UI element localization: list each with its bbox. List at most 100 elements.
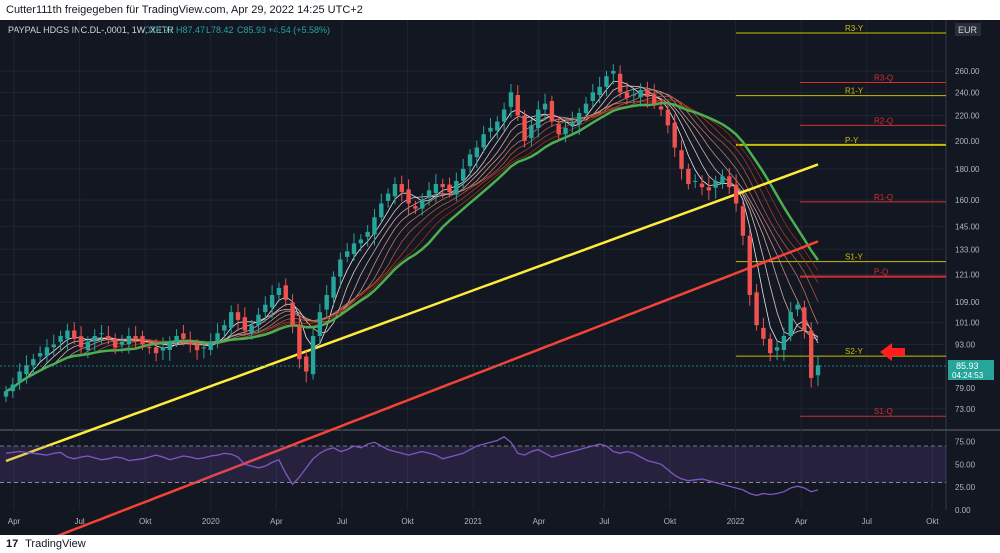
candle-body xyxy=(501,109,507,122)
candle-body xyxy=(153,347,159,354)
candle-body xyxy=(638,90,643,98)
candle-body xyxy=(133,336,138,339)
candle-body xyxy=(351,243,357,254)
candle-body xyxy=(3,391,9,397)
candle-body xyxy=(583,103,589,114)
pivot-level-label: R2-Q xyxy=(874,116,893,125)
candle-body xyxy=(481,134,486,148)
candle-body xyxy=(208,341,213,350)
rsi-tick-label: 75.00 xyxy=(955,437,976,446)
time-tick-label: 2020 xyxy=(202,517,220,526)
candle-body xyxy=(188,341,193,345)
candle-body xyxy=(331,276,336,298)
candle-body xyxy=(460,168,466,181)
ma-red-line xyxy=(56,240,819,535)
price-axis-background xyxy=(946,20,1000,535)
rsi-tick-label: 0.00 xyxy=(955,506,971,515)
candle-body xyxy=(631,94,636,96)
candle-body xyxy=(426,190,432,198)
candle-body xyxy=(344,251,350,257)
candle-body xyxy=(713,180,718,188)
candle-body xyxy=(679,150,684,169)
candle-body xyxy=(522,115,527,141)
pivot-level-label: S2-Y xyxy=(845,347,863,356)
price-tick-label: 93.00 xyxy=(955,340,976,349)
candle-body xyxy=(815,365,821,376)
candle-body xyxy=(249,325,254,334)
candle-body xyxy=(65,330,70,339)
candle-body xyxy=(508,92,514,107)
time-tick-label: Okt xyxy=(926,517,939,526)
rsi-line xyxy=(5,436,819,497)
legend-symbol: PAYPAL HDGS INC.DL-,0001, 1W, XETR xyxy=(8,25,174,35)
candle-body xyxy=(92,336,97,342)
legend-low: L78.42 xyxy=(206,25,234,35)
pivot-level-label: R1-Y xyxy=(845,87,864,96)
candle-body xyxy=(706,187,712,191)
price-tick-label: 240.00 xyxy=(955,88,980,97)
rsi-tick-label: 50.00 xyxy=(955,460,976,469)
time-tick-label: Jul xyxy=(862,517,872,526)
price-chart[interactable]: PAYPAL HDGS INC.DL-,0001, 1W, XETR O79.9… xyxy=(0,20,1000,535)
attribution-header: Cutter111th freigegeben für TradingView.… xyxy=(0,0,1000,20)
legend-high: H87.47 xyxy=(176,25,205,35)
brand-name: TradingView xyxy=(25,538,86,550)
price-tag-value: 85.93 xyxy=(956,361,979,371)
candle-body xyxy=(174,336,179,342)
candle-body xyxy=(672,122,677,148)
candle-body xyxy=(372,217,377,235)
candle-body xyxy=(365,231,370,237)
candle-body xyxy=(808,330,814,378)
candle-body xyxy=(99,333,104,335)
candle-body xyxy=(733,184,739,204)
candle-body xyxy=(304,356,309,372)
candle-body xyxy=(235,312,241,320)
candle-body xyxy=(768,338,773,354)
candle-body xyxy=(652,94,657,104)
time-tick-label: Apr xyxy=(795,517,808,526)
candle-body xyxy=(78,336,84,348)
currency-box xyxy=(955,23,981,36)
price-tick-label: 79.00 xyxy=(955,384,976,393)
candle-body xyxy=(106,335,111,339)
currency-label: EUR xyxy=(958,25,978,35)
price-tick-label: 220.00 xyxy=(955,111,980,120)
candle-body xyxy=(563,127,568,135)
candle-body xyxy=(413,206,418,209)
candle-body xyxy=(754,292,759,326)
ma-yellow-line xyxy=(5,163,819,463)
pivot-level-label: P-Q xyxy=(874,268,888,277)
candle-body xyxy=(269,295,275,308)
price-tick-label: 180.00 xyxy=(955,165,980,174)
candle-body xyxy=(549,100,555,122)
candle-body xyxy=(297,325,302,360)
candle-body xyxy=(112,338,118,348)
candle-body xyxy=(31,359,36,366)
candle-body xyxy=(727,176,732,188)
candle-body xyxy=(37,353,43,357)
price-tick-label: 101.00 xyxy=(955,319,980,328)
candle-body xyxy=(529,125,534,139)
candle-body xyxy=(222,325,227,331)
candle-body xyxy=(358,239,364,244)
candle-body xyxy=(788,312,793,337)
candle-body xyxy=(201,347,207,349)
price-tag xyxy=(948,360,994,380)
candle-body xyxy=(44,347,50,356)
candle-body xyxy=(597,86,602,95)
candle-body xyxy=(467,154,473,167)
candle-body xyxy=(10,384,16,392)
candle-body xyxy=(795,304,800,310)
time-tick-label: Apr xyxy=(270,517,283,526)
price-tick-label: 200.00 xyxy=(955,137,980,146)
candle-body xyxy=(147,347,152,349)
price-tick-label: 109.00 xyxy=(955,298,980,307)
candle-body xyxy=(228,312,234,328)
red-arrow-icon xyxy=(880,343,905,361)
legend-change: +4.54 (+5.58%) xyxy=(268,25,330,35)
pivot-level-label: P-Y xyxy=(845,136,859,145)
candle-body xyxy=(433,184,439,194)
candle-body xyxy=(570,121,575,126)
brand-footer: 17 TradingView xyxy=(0,535,1000,553)
candle-body xyxy=(699,183,705,188)
